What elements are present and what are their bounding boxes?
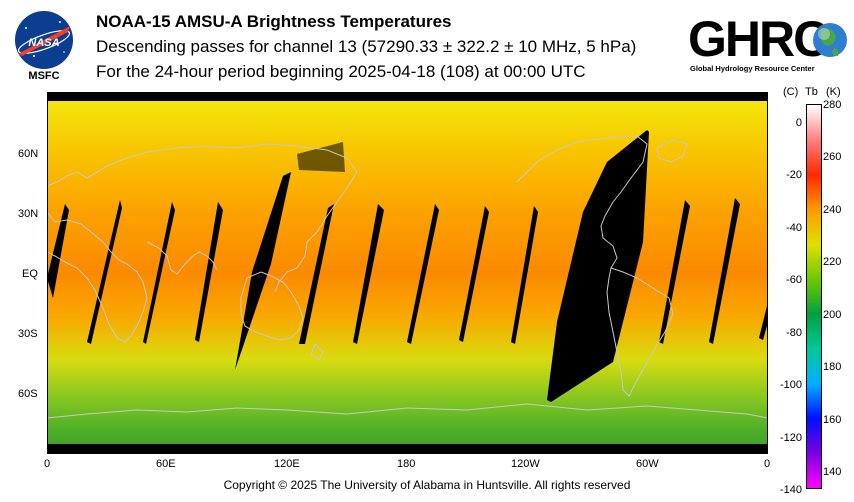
south-polar-gap [47, 444, 768, 454]
lat-label-60n: 60N [18, 148, 39, 160]
swath-gap [709, 198, 740, 344]
ghrc-logo: GHRC Global Hydrology Resource Center [688, 10, 848, 76]
colorbar [806, 104, 822, 489]
colorbar-celsius-tick: -120 [779, 431, 802, 444]
swath-gap [297, 142, 345, 172]
swath-gap [659, 200, 690, 344]
colorbar-kelvin-tick: 260 [823, 151, 842, 164]
colorbar-kelvin-tick: 280 [823, 99, 842, 111]
lat-label-eq: EQ [22, 268, 38, 280]
lon-label-120w: 120W [511, 458, 540, 470]
swath-gap [459, 206, 489, 342]
lon-label-60w: 60W [636, 458, 659, 470]
ghrc-subtitle: Global Hydrology Resource Center [690, 64, 815, 73]
lon-label-0-east: 0 [764, 458, 771, 470]
colorbar-celsius-tick: 0 [795, 116, 802, 129]
colorbar-celsius-tick: -40 [786, 221, 802, 234]
swath-gap [235, 172, 291, 370]
swath-gap [195, 202, 223, 342]
globe-icon [813, 23, 847, 57]
colorbar-unit-k: (K) [826, 86, 841, 98]
ghrc-logo-text: GHRC [688, 11, 828, 67]
swath-gap [299, 204, 334, 344]
lon-label-120e: 120E [274, 458, 300, 470]
colorbar-kelvin-tick: 160 [823, 413, 842, 426]
colorbar-kelvin-tick: 240 [823, 203, 842, 216]
lat-label-30n: 30N [18, 208, 39, 220]
coastline-asia-south [146, 241, 218, 275]
colorbar-unit-c: (C) [783, 86, 799, 98]
colorbar-kelvin-tick: 220 [823, 256, 842, 269]
channel-subtitle: Descending passes for channel 13 (57290.… [96, 37, 637, 56]
brightness-temperature-map [46, 92, 769, 454]
swath-gap [87, 200, 122, 344]
colorbar-kelvin-tick: 180 [823, 361, 842, 374]
swath-gaps [47, 130, 768, 402]
lon-label-60e: 60E [156, 458, 176, 470]
swath-gap [143, 202, 175, 344]
page-title: NOAA-15 AMSU-A Brightness Temperatures [96, 12, 452, 31]
map-frame [47, 92, 768, 454]
copyright-notice: Copyright © 2025 The University of Alaba… [223, 478, 631, 492]
lat-label-60s: 60S [18, 388, 38, 400]
coastline-eurasia [46, 143, 358, 293]
colorbar-celsius-tick: -60 [786, 274, 802, 287]
msfc-label: MSFC [28, 70, 60, 82]
swath-gap [759, 302, 768, 340]
colorbar-kelvin-tick: 140 [823, 466, 842, 479]
swath-gap [407, 204, 439, 344]
coastline-greenland [656, 139, 688, 163]
lon-label-180: 180 [397, 458, 416, 470]
colorbar-unit-tb: Tb [805, 86, 818, 98]
coastline-south-america [606, 267, 674, 397]
colorbar-celsius-tick: -100 [779, 379, 802, 392]
coastline-australia [240, 271, 304, 341]
colorbar-gradient [807, 105, 821, 488]
colorbar-celsius-tick: -80 [786, 326, 802, 339]
coastlines [46, 135, 769, 419]
colorbar-celsius-tick: -140 [779, 484, 802, 497]
colorbar-kelvin-tick: 200 [823, 308, 842, 321]
nasa-meatball-icon: NASA [15, 11, 73, 69]
nasa-logo: NASA MSFC [12, 8, 76, 88]
coastline-north-america [516, 135, 648, 269]
colorbar-celsius-tick: -20 [786, 169, 802, 182]
swath-gap [547, 130, 649, 402]
north-polar-gap [47, 92, 768, 101]
swath-gap [47, 204, 69, 298]
lon-label-0: 0 [44, 458, 51, 470]
map-svg [46, 92, 769, 454]
nasa-logo-text: NASA [28, 37, 59, 49]
swath-gap [353, 204, 384, 344]
lat-label-30s: 30S [18, 328, 38, 340]
coastline-africa [46, 211, 148, 343]
coastline-new-zealand [310, 343, 324, 361]
coastline-antarctica [46, 403, 769, 419]
period-subtitle: For the 24-hour period beginning 2025-04… [96, 62, 586, 81]
swath-gap [511, 206, 538, 344]
